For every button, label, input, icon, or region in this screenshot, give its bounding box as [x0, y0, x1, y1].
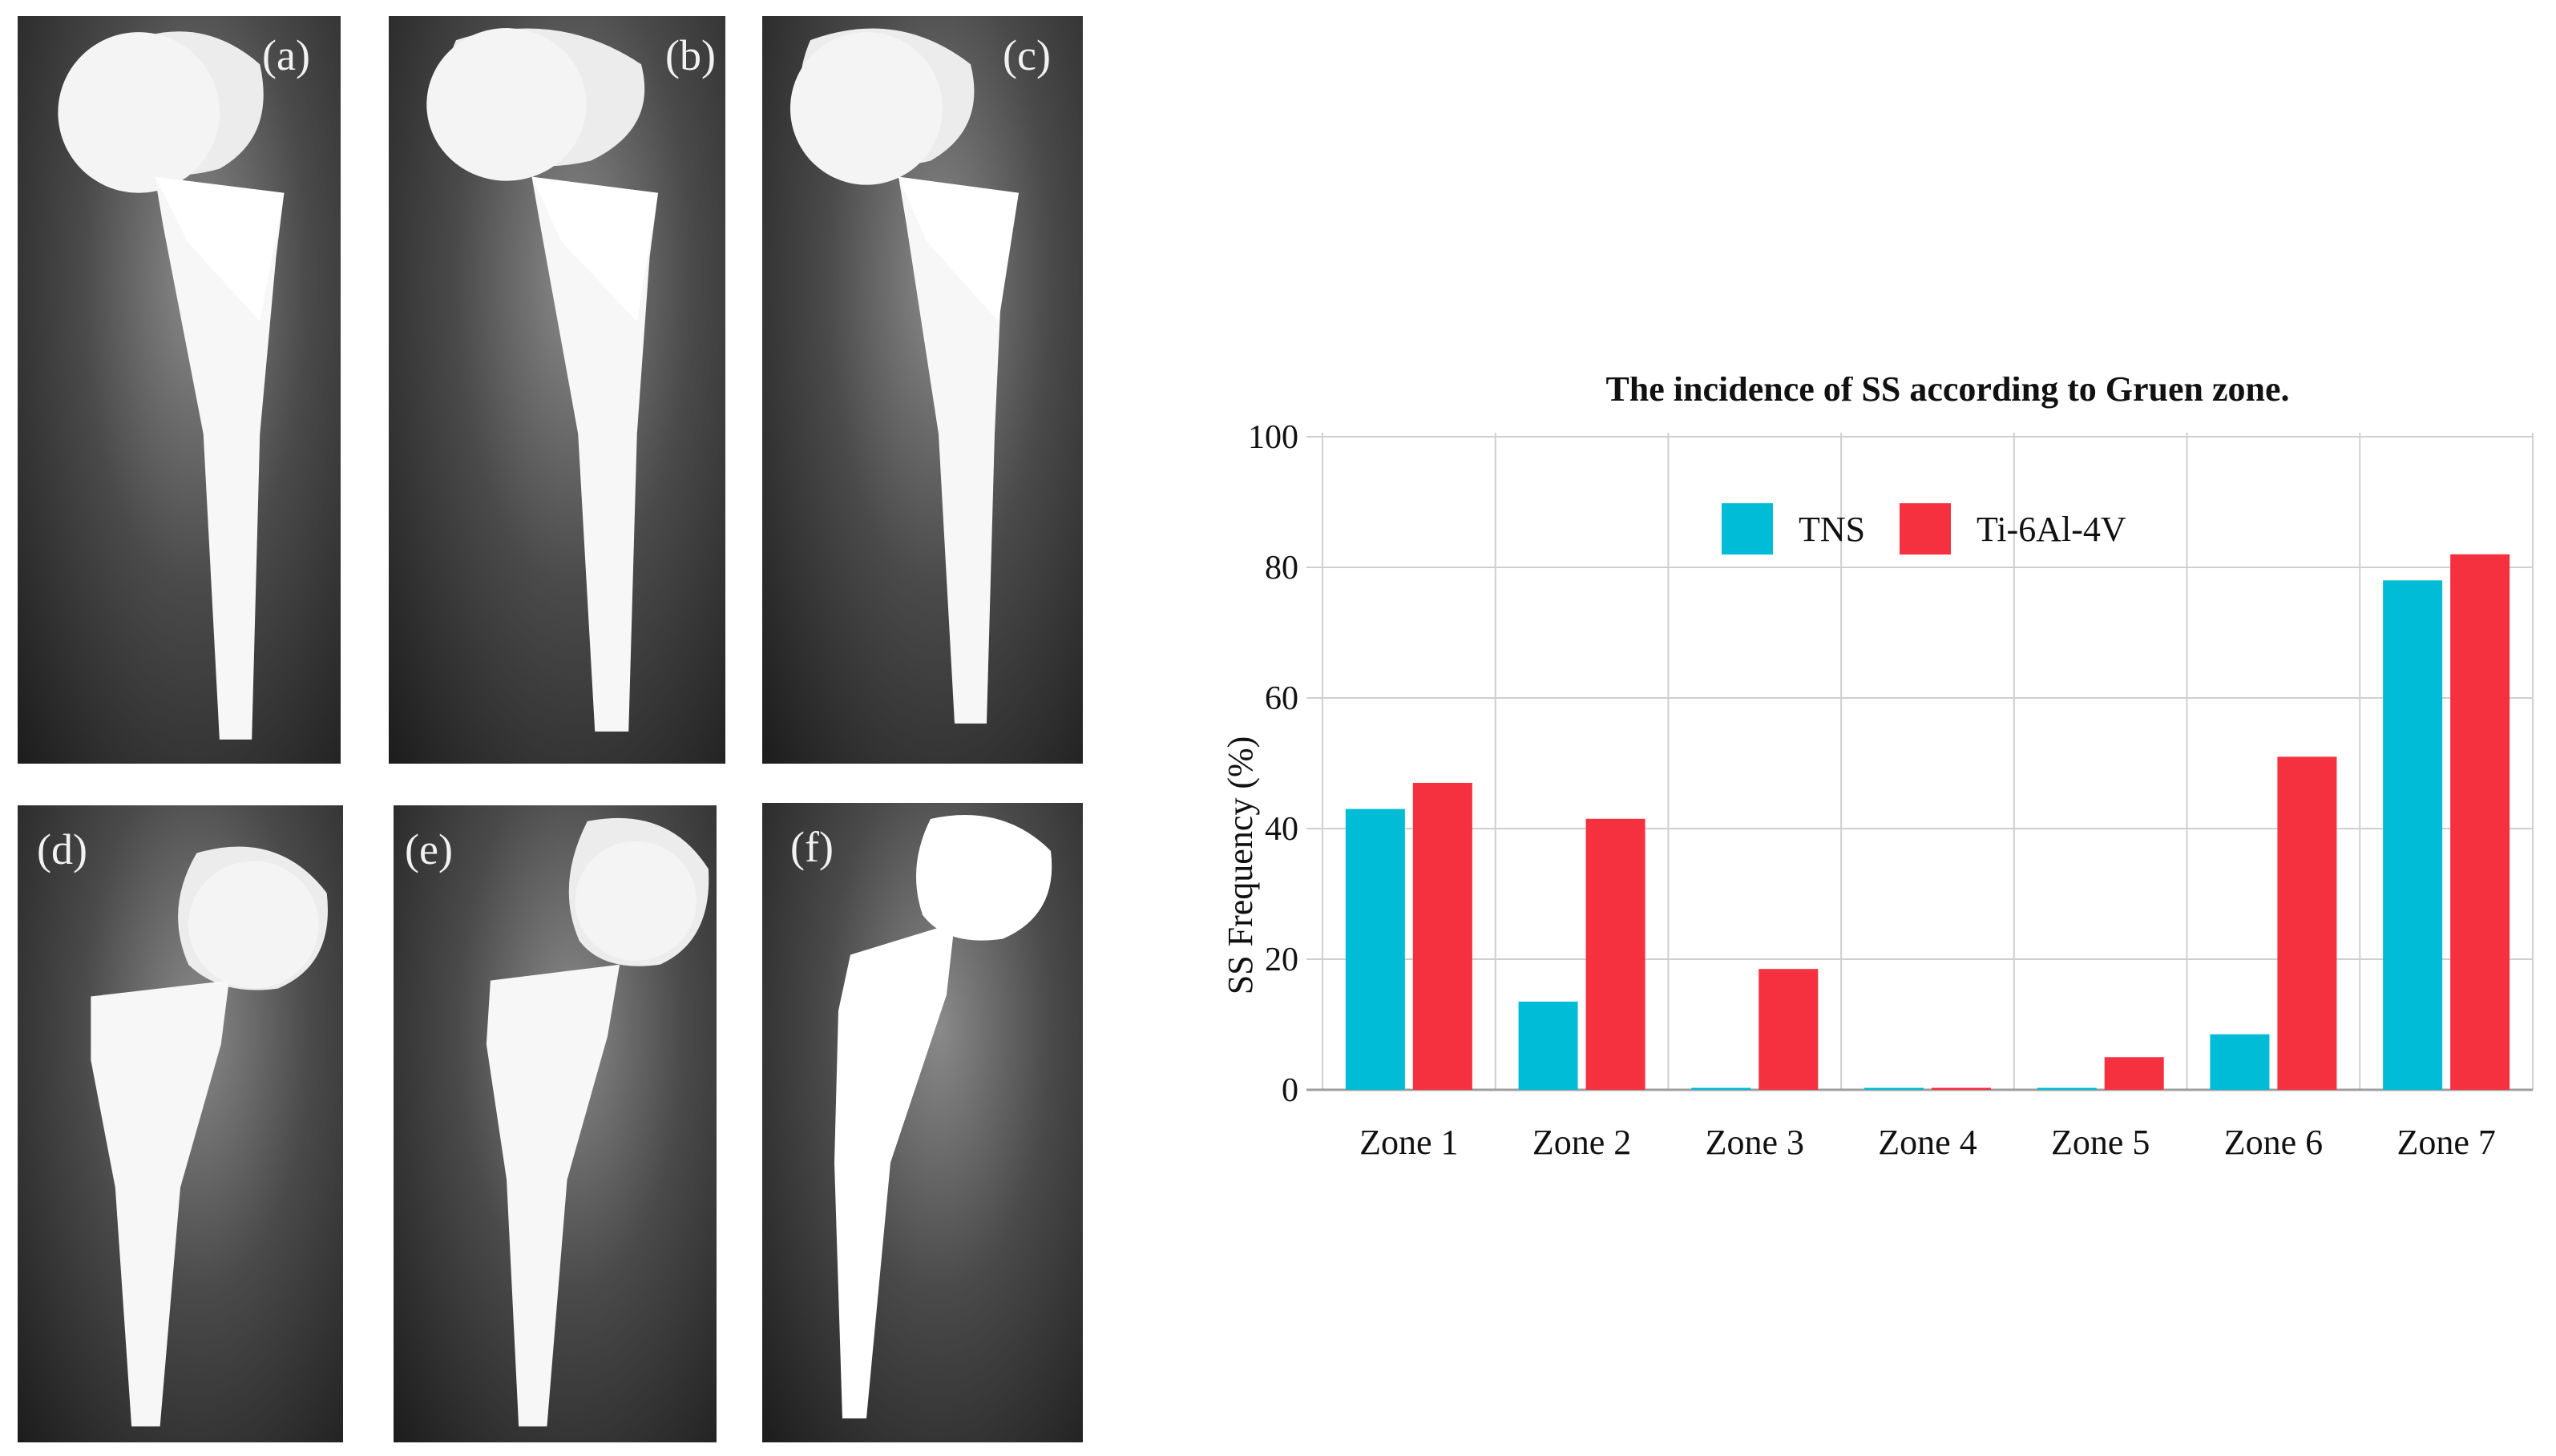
hip-implant-image: [486, 817, 709, 1427]
bar-tns: [2037, 1087, 2097, 1090]
xray-panel-d: (d): [18, 805, 343, 1442]
hip-implant-image: [91, 846, 328, 1427]
panel-label: (e): [405, 825, 453, 873]
panel-label: (b): [665, 31, 716, 79]
bar-tns: [1864, 1087, 1924, 1090]
xray-panel-e: (e): [394, 805, 717, 1442]
bar-tns: [2383, 580, 2443, 1090]
bar-tns: [1345, 809, 1405, 1090]
x-tick-label: Zone 2: [1532, 1123, 1631, 1162]
x-tick-label: Zone 5: [2051, 1123, 2150, 1162]
x-tick-label: Zone 7: [2397, 1123, 2495, 1162]
bar-chart-svg: The incidence of SS according to Gruen z…: [1221, 377, 2534, 1162]
x-tick-label: Zone 3: [1706, 1123, 1804, 1162]
y-tick-label: 20: [1265, 942, 1298, 978]
bar-ti6al4v: [1932, 1087, 1991, 1090]
x-tick-label: Zone 6: [2224, 1123, 2323, 1162]
y-axis-label: SS Frequency (%): [1221, 736, 1260, 995]
chart-title: The incidence of SS according to Gruen z…: [1605, 377, 2289, 409]
y-tick-label: 80: [1265, 550, 1298, 587]
xray-panel-b: (b): [389, 16, 725, 764]
bar-ti6al4v: [1412, 782, 1472, 1090]
bar-tns: [1518, 1001, 1578, 1090]
xray-panel-f: (f): [762, 803, 1083, 1442]
x-tick-label: Zone 1: [1359, 1123, 1458, 1162]
bar-ti6al4v: [2450, 554, 2510, 1090]
x-tick-label: Zone 4: [1878, 1123, 1977, 1162]
y-tick-label: 100: [1248, 419, 1298, 456]
xray-panel-a: (a): [18, 16, 341, 764]
panel-label: (a): [262, 31, 310, 79]
panel-label: (d): [37, 825, 87, 873]
y-tick-label: 40: [1265, 811, 1298, 848]
bar-ti6al4v: [2104, 1057, 2164, 1090]
legend-swatch: [1722, 503, 1773, 555]
panel-label: (f): [790, 823, 834, 871]
y-tick-label: 60: [1265, 680, 1298, 717]
panel-label: (c): [1003, 31, 1051, 79]
bar-tns: [2210, 1034, 2270, 1090]
bar-ti6al4v: [1585, 818, 1645, 1090]
hip-implant-image: [834, 814, 1052, 1419]
xray-panel-c: (c): [762, 16, 1083, 764]
bar-tns: [1691, 1087, 1751, 1090]
hip-implant-image: [58, 31, 285, 740]
bar-ti6al4v: [1759, 969, 1819, 1090]
bar-chart: The incidence of SS according to Gruen z…: [1202, 377, 2556, 1218]
hip-implant-image: [790, 28, 1019, 724]
legend-label: TNS: [1799, 510, 1865, 549]
legend-swatch: [1900, 503, 1951, 555]
legend-label: Ti-6Al-4V: [1977, 510, 2126, 549]
hip-implant-image: [426, 28, 658, 732]
bar-ti6al4v: [2277, 756, 2337, 1090]
y-tick-label: 0: [1282, 1072, 1298, 1109]
